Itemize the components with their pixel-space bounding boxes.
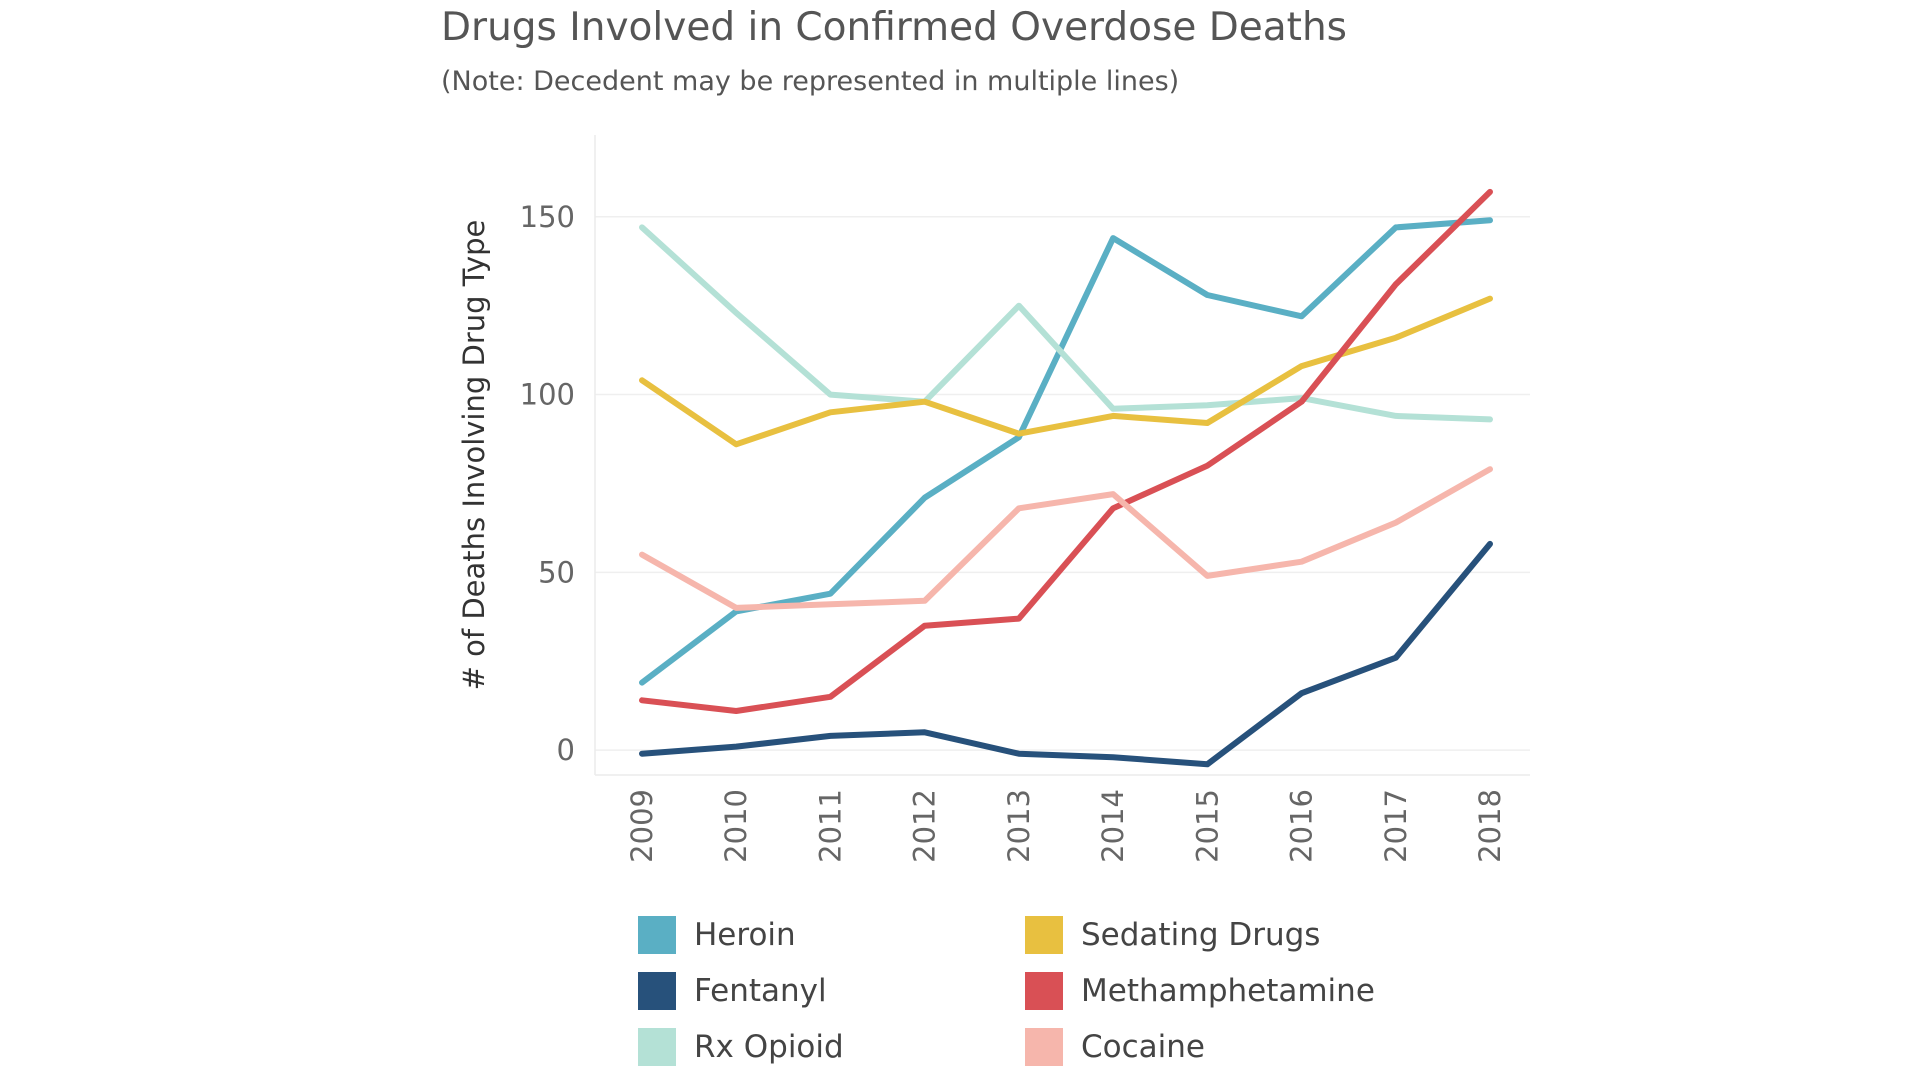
series-line-fentanyl [639, 540, 1493, 768]
legend-item: Sedating Drugs [1025, 915, 1320, 955]
y-axis-title: # of Deaths Involving Drug Type [457, 220, 491, 691]
axis-layer [594, 135, 1530, 776]
x-tick-label: 2011 [813, 789, 847, 863]
legend-swatch [638, 972, 676, 1010]
legend-label: Heroin [694, 917, 796, 953]
legend-label: Cocaine [1081, 1029, 1205, 1065]
x-tick-label: 2017 [1379, 789, 1413, 863]
y-tick-label: 150 [520, 200, 575, 234]
series-line-rx-opioid [639, 224, 1493, 423]
x-tick-label: 2010 [719, 789, 753, 863]
legend-item: Fentanyl [638, 971, 827, 1011]
x-tick-label: 2015 [1190, 789, 1224, 863]
x-tick-label: 2014 [1096, 789, 1130, 863]
series-line-heroin [639, 217, 1493, 686]
y-tick-label: 100 [520, 378, 575, 412]
series-layer [639, 188, 1493, 768]
y-tick-label: 50 [538, 555, 575, 589]
legend-label: Fentanyl [694, 973, 827, 1009]
legend-label: Rx Opioid [694, 1029, 844, 1065]
legend-swatch [638, 1028, 676, 1066]
series-line-cocaine [639, 466, 1493, 611]
legend-swatch [638, 916, 676, 954]
x-tick-label: 2013 [1002, 789, 1036, 863]
legend-item: Methamphetamine [1025, 971, 1375, 1011]
x-tick-label: 2012 [908, 789, 942, 863]
series-line-sedating-drugs [639, 295, 1493, 448]
legend-item: Rx Opioid [638, 1027, 844, 1067]
label-layer: 0 50 100 150 2009 2010 2011 2012 2013 2014 2015 201… [520, 200, 1507, 863]
chart-subtitle: (Note: Decedent may be represented in mu… [441, 66, 1180, 97]
x-tick-label: 2016 [1285, 789, 1319, 863]
legend-swatch [1025, 972, 1063, 1010]
legend-item: Heroin [638, 915, 796, 955]
legend-item: Cocaine [1025, 1027, 1205, 1067]
legend-swatch [1025, 916, 1063, 954]
x-tick-label: 2018 [1473, 789, 1507, 863]
legend-label: Sedating Drugs [1081, 917, 1321, 953]
x-tick-label: 2009 [625, 789, 659, 863]
legend-label: Methamphetamine [1081, 973, 1375, 1009]
series-line-methamphetamine [639, 188, 1493, 714]
chart-title: Drugs Involved in Confirmed Overdose Dea… [441, 5, 1347, 50]
legend-swatch [1025, 1028, 1063, 1066]
grid-layer [595, 216, 1530, 751]
line-chart: 0 50 100 150 2009 2010 2011 2012 2013 2014 2015 201… [457, 135, 1530, 863]
y-tick-label: 0 [557, 733, 575, 767]
